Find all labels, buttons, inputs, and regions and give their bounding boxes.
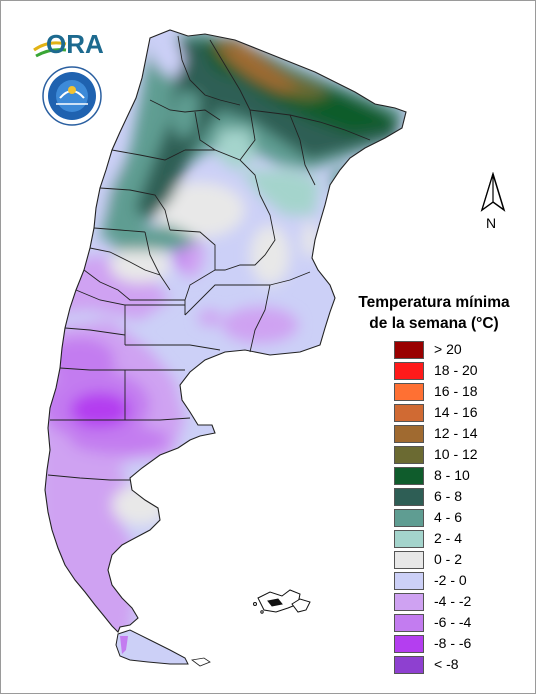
legend-swatch (394, 509, 424, 527)
legend-label: 16 - 18 (434, 383, 478, 399)
legend-swatch (394, 551, 424, 569)
legend-label: -8 - -6 (434, 635, 472, 651)
smn-argentina-seal-icon (42, 66, 102, 126)
legend-label: 12 - 14 (434, 425, 478, 441)
legend-label: 4 - 6 (434, 509, 463, 525)
legend: Temperatura mínima de la semana (°C) > 2… (342, 292, 522, 674)
legend-label: 2 - 4 (434, 530, 463, 546)
legend-label: 10 - 12 (434, 446, 478, 462)
legend-title-line1: Temperatura mínima (358, 294, 510, 311)
legend-swatch (394, 656, 424, 674)
legend-swatch (394, 446, 424, 464)
legend-label: -4 - -2 (434, 593, 472, 609)
legend-label: 14 - 16 (434, 404, 478, 420)
legend-title-line2: de la semana (°C) (369, 315, 499, 332)
legend-label: 6 - 8 (434, 488, 463, 504)
legend-label: 18 - 20 (434, 362, 478, 378)
province-borders (44, 29, 407, 633)
legend-swatch (394, 362, 424, 380)
ora-logo-icon (33, 41, 67, 58)
legend-swatch (394, 572, 424, 590)
legend-swatch (394, 425, 424, 443)
north-arrow-icon (480, 172, 506, 212)
north-arrow-label: N (486, 215, 497, 231)
legend-label: 0 - 2 (434, 551, 463, 567)
legend-swatch (394, 341, 424, 359)
tierra-del-fuego (115, 629, 211, 667)
legend-swatch (394, 614, 424, 632)
legend-label: 8 - 10 (434, 467, 470, 483)
legend-label: -6 - -4 (434, 614, 472, 630)
legend-swatch (394, 404, 424, 422)
legend-swatch (394, 467, 424, 485)
legend-label: < -8 (434, 656, 459, 672)
legend-swatch (394, 593, 424, 611)
legend-swatch (394, 530, 424, 548)
legend-swatch (394, 383, 424, 401)
legend-swatch (394, 635, 424, 653)
malvinas-islands (253, 589, 311, 614)
legend-label: -2 - 0 (434, 572, 467, 588)
ora-logo-text: ORA (46, 29, 104, 59)
legend-label: > 20 (434, 341, 462, 357)
legend-swatch (394, 488, 424, 506)
